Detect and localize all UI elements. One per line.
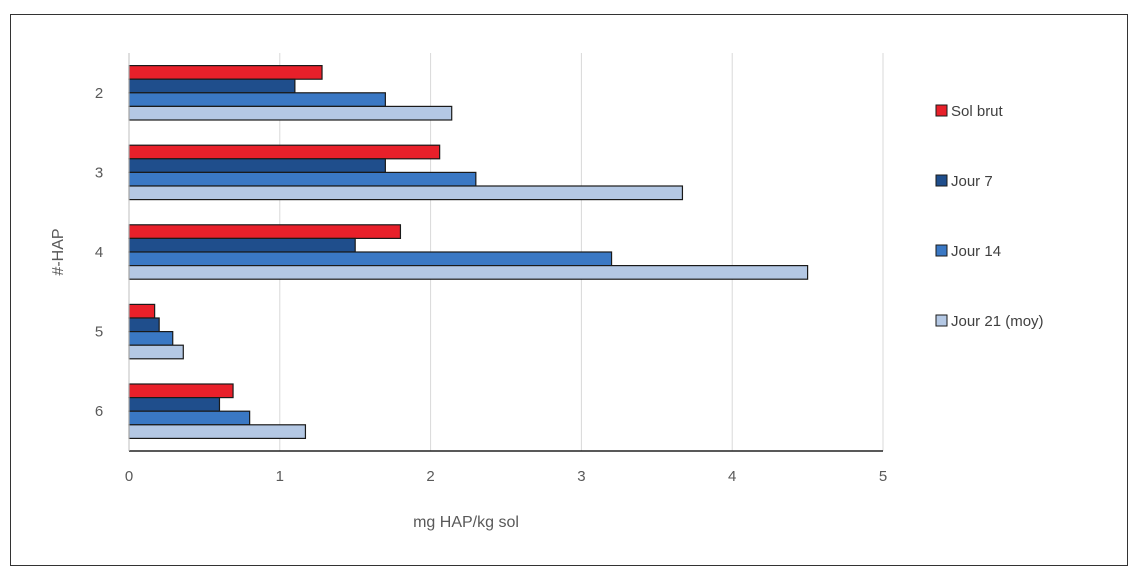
x-tick-label: 0 bbox=[125, 468, 133, 485]
legend-swatch bbox=[935, 244, 948, 257]
y-axis-title: #-HAP bbox=[50, 228, 67, 275]
chart-frame: 2 3 4 5 6 0 1 2 3 4 5 mg HAP/kg sol #-HAP Sol bru… bbox=[10, 14, 1128, 566]
x-tick-label: 3 bbox=[577, 468, 585, 485]
legend-label: Jour 21 (moy) bbox=[951, 313, 1044, 330]
y-tick-label: 5 bbox=[95, 324, 103, 341]
y-tick-label: 4 bbox=[95, 244, 103, 261]
x-tick-labels: 0 1 2 3 4 5 bbox=[125, 468, 887, 485]
y-tick-label: 2 bbox=[95, 85, 103, 102]
x-tick-label: 4 bbox=[728, 468, 736, 485]
bar bbox=[128, 158, 386, 174]
bar bbox=[128, 331, 174, 346]
y-tick-label: 3 bbox=[95, 164, 103, 181]
bar bbox=[128, 78, 296, 94]
bar bbox=[128, 265, 809, 280]
bar-chart: 2 3 4 5 6 0 1 2 3 4 5 mg HAP/kg sol #-HAP Sol bru… bbox=[50, 53, 1044, 531]
legend-label: Jour 7 bbox=[951, 173, 993, 190]
x-tick-label: 2 bbox=[426, 468, 434, 485]
bar bbox=[128, 237, 356, 253]
bar bbox=[128, 317, 160, 333]
bar bbox=[128, 171, 477, 187]
bar bbox=[128, 383, 234, 399]
x-tick-label: 5 bbox=[879, 468, 887, 485]
legend-swatch bbox=[935, 104, 948, 117]
bar bbox=[128, 397, 221, 412]
bar bbox=[128, 251, 613, 267]
bar bbox=[128, 410, 251, 426]
bar bbox=[128, 303, 156, 319]
y-tick-labels: 2 3 4 5 6 bbox=[95, 85, 103, 420]
bar bbox=[128, 344, 184, 360]
bars bbox=[128, 64, 809, 439]
bar bbox=[128, 92, 386, 108]
legend-label: Sol brut bbox=[951, 103, 1004, 120]
x-axis-title: mg HAP/kg sol bbox=[413, 514, 519, 531]
legend-swatch bbox=[935, 174, 948, 187]
bar bbox=[128, 64, 323, 80]
legend-swatch bbox=[935, 314, 948, 327]
y-tick-label: 6 bbox=[95, 403, 103, 420]
x-tick-label: 1 bbox=[276, 468, 284, 485]
bar bbox=[128, 424, 307, 439]
bar bbox=[128, 185, 684, 201]
legend-label: Jour 14 bbox=[951, 243, 1001, 260]
bar bbox=[128, 105, 453, 121]
legend: Sol brut Jour 7 Jour 14 Jour 21 (moy) bbox=[935, 103, 1044, 330]
bar bbox=[128, 144, 441, 160]
bar bbox=[128, 224, 402, 240]
